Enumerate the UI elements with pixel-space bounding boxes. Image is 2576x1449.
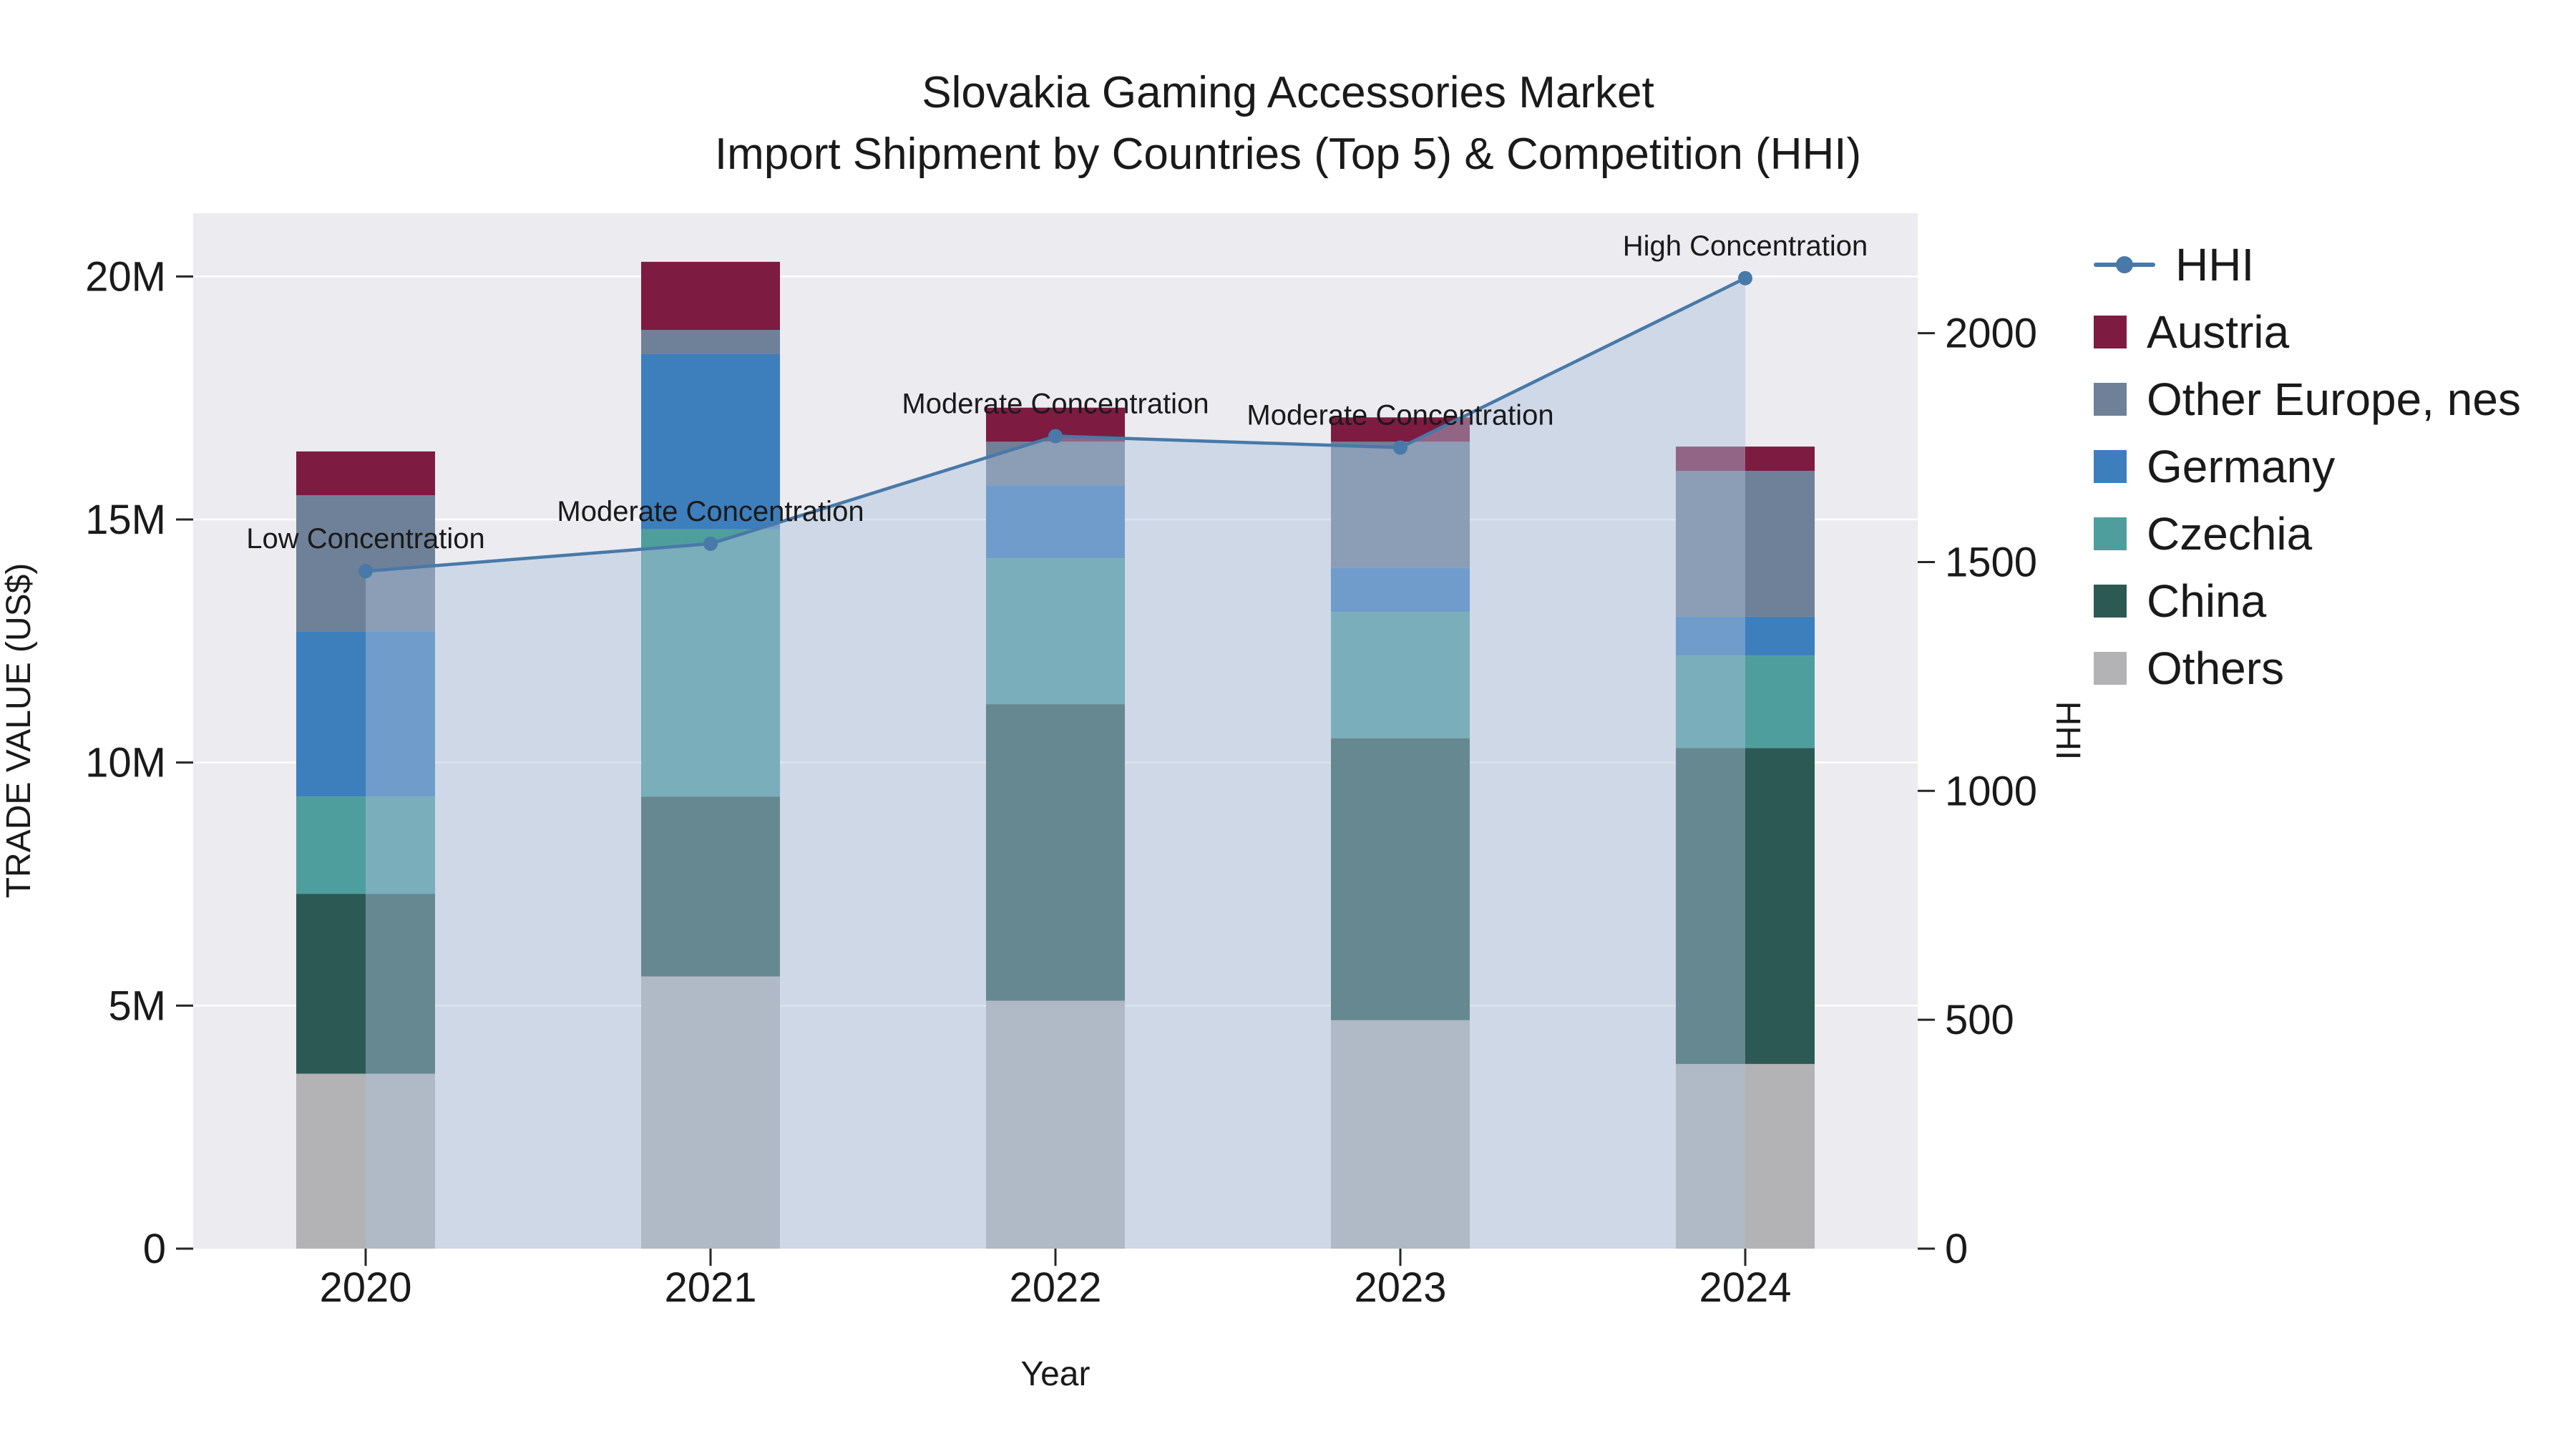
chart-title-line1: Slovakia Gaming Accessories Market [922,68,1654,117]
bar-other-europe-nes-2024 [1676,471,1815,617]
czechia-color-swatch [2094,517,2127,550]
annotation-2021: Moderate Concentration [557,496,864,527]
bar-other-europe-nes-2023 [1331,441,1470,568]
bar-czechia-2024 [1676,655,1815,748]
bar-other-europe-nes-2020 [296,495,435,632]
legend: HHI Austria Other Europe, nes Germany Czechi… [2094,231,2521,702]
china-color-swatch [2094,585,2127,618]
annotation-2020: Low Concentration [246,523,485,555]
right-tick-label-0: 0 [1945,1226,1968,1272]
legend-item-germany: Germany [2094,433,2521,500]
bar-austria-2020 [296,451,435,495]
bar-austria-2023 [1331,417,1470,442]
x-tick-label-2020: 2020 [319,1264,411,1311]
hhi-marker-2023 [1393,440,1407,455]
left-tick-label-20M: 20M [85,253,166,300]
left-tick-label-0: 0 [143,1226,166,1272]
bar-others-2021 [641,976,780,1249]
hhi-marker-2022 [1048,429,1063,444]
legend-item-hhi: HHI [2094,231,2521,298]
bar-germany-2022 [986,485,1125,559]
legend-label-hhi: HHI [2175,239,2255,291]
bar-germany-2020 [296,631,435,797]
legend-label-other-europe-nes: Other Europe, nes [2147,374,2521,425]
bar-czechia-2020 [296,796,435,894]
bar-other-europe-nes-2021 [641,330,780,354]
bar-others-2023 [1331,1020,1470,1249]
other-europe-nes-color-swatch [2094,383,2127,416]
y-axis-title-left: TRADE VALUE (US$) [0,563,38,899]
legend-label-austria: Austria [2147,306,2290,358]
x-tick-label-2023: 2023 [1354,1264,1446,1311]
bar-china-2021 [641,796,780,977]
bar-others-2022 [986,1000,1125,1249]
right-tick-label-1500: 1500 [1945,539,2037,585]
chart-generated-layer: Low Concentration Moderate Concentration M… [85,213,2037,1311]
bar-others-2020 [296,1073,435,1249]
hhi-marker-2021 [703,536,718,551]
legend-item-austria: Austria [2094,298,2521,366]
legend-item-czechia: Czechia [2094,500,2521,567]
bar-china-2020 [296,894,435,1074]
hhi-marker-2020 [358,564,373,579]
hhi-area [366,278,1745,1249]
others-color-swatch [2094,652,2127,685]
bar-czechia-2022 [986,558,1125,705]
annotation-2024: High Concentration [1623,230,1868,262]
hhi-marker-2024 [1738,270,1752,286]
annotation-2022: Moderate Concentration [902,389,1209,420]
bar-germany-2021 [641,354,780,530]
germany-color-swatch [2094,450,2127,483]
legend-item-others: Others [2094,635,2521,702]
legend-item-china: China [2094,567,2521,635]
bar-china-2024 [1676,748,1815,1064]
hhi-line-marker-dot [2116,256,2133,273]
bar-germany-2023 [1331,567,1470,612]
x-tick-label-2021: 2021 [664,1264,756,1311]
left-tick-label-5M: 5M [108,982,166,1029]
bar-austria-2024 [1676,447,1815,472]
legend-item-other-europe-nes: Other Europe, nes [2094,366,2521,433]
right-tick-label-2000: 2000 [1945,311,2037,357]
legend-label-others: Others [2147,643,2285,694]
bar-china-2022 [986,704,1125,1001]
bar-others-2024 [1676,1063,1815,1249]
x-axis-title: Year [1021,1355,1091,1393]
annotation-2023: Moderate Concentration [1246,400,1553,431]
left-tick-label-15M: 15M [85,497,166,543]
right-tick-label-500: 500 [1945,997,2014,1043]
x-tick-label-2024: 2024 [1699,1264,1791,1311]
right-tick-label-1000: 1000 [1945,768,2037,814]
legend-label-germany: Germany [2147,441,2336,492]
y-axis-title-right: HHI [2049,701,2087,761]
chart-title-line2: Import Shipment by Countries (Top 5) & C… [715,130,1861,179]
bar-china-2023 [1331,738,1470,1020]
bar-germany-2024 [1676,616,1815,656]
bar-czechia-2021 [641,529,780,797]
austria-color-swatch [2094,316,2127,348]
hhi-line-swatch [2094,256,2155,273]
legend-label-czechia: Czechia [2147,508,2313,560]
legend-label-china: China [2147,575,2267,627]
x-tick-label-2022: 2022 [1009,1264,1101,1311]
bar-czechia-2023 [1331,612,1470,738]
bar-austria-2021 [641,261,780,330]
left-tick-label-10M: 10M [85,740,166,786]
